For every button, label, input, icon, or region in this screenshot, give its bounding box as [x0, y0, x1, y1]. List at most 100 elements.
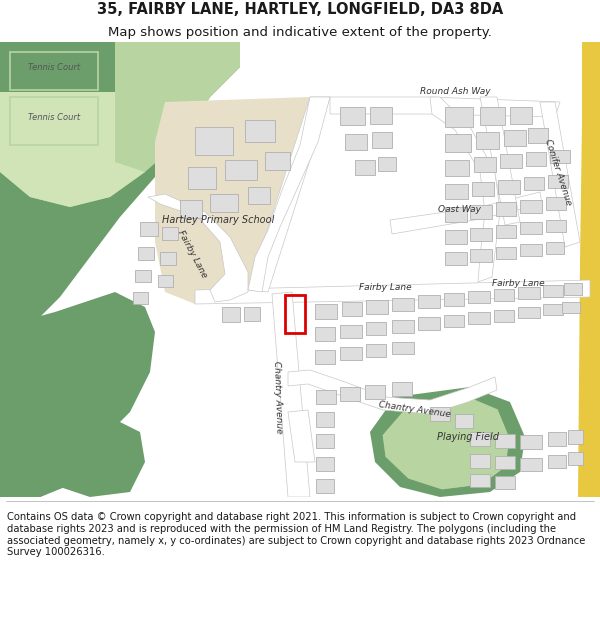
Bar	[342, 302, 362, 316]
Bar	[445, 207, 467, 222]
Bar	[495, 456, 515, 469]
Polygon shape	[248, 97, 330, 292]
Bar	[546, 197, 566, 210]
Text: Fairby Lane: Fairby Lane	[491, 279, 544, 289]
Bar	[222, 307, 240, 322]
Bar	[418, 295, 440, 308]
Bar	[315, 327, 335, 341]
Polygon shape	[288, 410, 315, 462]
Bar	[468, 291, 490, 303]
Bar	[316, 457, 334, 471]
Bar	[543, 285, 563, 297]
Bar	[568, 452, 583, 465]
Bar	[498, 180, 520, 194]
Bar	[392, 342, 414, 354]
Bar	[248, 187, 270, 204]
Bar	[494, 289, 514, 301]
Bar	[504, 130, 526, 146]
Bar	[470, 474, 490, 487]
Bar	[562, 302, 580, 313]
Bar	[470, 205, 492, 219]
Polygon shape	[540, 102, 580, 247]
Bar	[472, 182, 494, 196]
Bar	[524, 177, 544, 190]
Bar	[210, 194, 238, 212]
Bar	[444, 315, 464, 327]
Bar	[10, 97, 98, 145]
Bar	[445, 107, 473, 127]
Polygon shape	[370, 387, 525, 497]
Bar	[445, 252, 467, 265]
Bar	[455, 414, 473, 428]
Bar	[316, 390, 336, 404]
Bar	[445, 184, 468, 199]
Bar	[445, 134, 471, 152]
Polygon shape	[0, 42, 240, 207]
Bar	[495, 434, 515, 448]
Bar	[160, 252, 176, 265]
Bar	[494, 310, 514, 322]
Text: Map shows position and indicative extent of the property.: Map shows position and indicative extent…	[108, 26, 492, 39]
Bar	[550, 150, 570, 163]
Bar	[316, 412, 334, 427]
Bar	[366, 300, 388, 314]
Text: Contains OS data © Crown copyright and database right 2021. This information is : Contains OS data © Crown copyright and d…	[7, 512, 586, 557]
Bar	[564, 283, 582, 295]
Bar	[548, 455, 566, 468]
Text: Oast Way: Oast Way	[439, 206, 482, 214]
Bar	[518, 287, 540, 299]
Text: Chantry Avenue: Chantry Avenue	[379, 401, 452, 419]
Bar	[470, 249, 492, 262]
Bar	[392, 298, 414, 311]
Bar	[510, 107, 532, 124]
Text: Hartley Primary School: Hartley Primary School	[162, 215, 274, 225]
Bar	[445, 230, 467, 244]
Bar	[265, 152, 290, 170]
Text: Round Ash Way: Round Ash Way	[419, 88, 490, 96]
Bar	[470, 228, 492, 241]
Bar	[180, 200, 202, 218]
Polygon shape	[195, 280, 590, 304]
Bar	[500, 154, 522, 168]
Bar	[546, 242, 564, 254]
Bar	[548, 175, 568, 188]
Bar	[340, 347, 362, 360]
Bar	[418, 317, 440, 330]
Bar	[495, 476, 515, 489]
Bar	[548, 432, 566, 446]
Polygon shape	[578, 42, 600, 497]
Bar	[135, 270, 151, 282]
Bar	[496, 202, 516, 216]
Bar	[366, 322, 386, 335]
Polygon shape	[60, 417, 145, 497]
Text: Tennis Court: Tennis Court	[28, 62, 80, 71]
Bar	[158, 275, 173, 287]
Bar	[520, 222, 542, 234]
Bar	[365, 385, 385, 399]
Bar	[244, 307, 260, 321]
Polygon shape	[0, 397, 80, 497]
Text: Fairby Lane: Fairby Lane	[176, 229, 208, 279]
Bar	[444, 293, 464, 306]
Bar	[245, 120, 275, 142]
Polygon shape	[288, 370, 497, 414]
Bar	[470, 454, 490, 468]
Bar	[195, 127, 233, 155]
Bar	[133, 292, 148, 304]
Polygon shape	[0, 42, 240, 352]
Bar	[468, 312, 490, 324]
Polygon shape	[155, 97, 310, 304]
Bar	[520, 200, 542, 213]
Polygon shape	[480, 97, 520, 225]
Bar	[526, 152, 546, 166]
Bar	[518, 307, 540, 318]
Polygon shape	[248, 97, 330, 292]
Bar	[138, 247, 154, 260]
Bar	[345, 134, 367, 150]
Text: Conifer Avenue: Conifer Avenue	[543, 138, 573, 206]
Text: 35, FAIRBY LANE, HARTLEY, LONGFIELD, DA3 8DA: 35, FAIRBY LANE, HARTLEY, LONGFIELD, DA3…	[97, 2, 503, 17]
Bar	[370, 107, 392, 124]
Bar	[372, 132, 392, 148]
Bar	[528, 128, 548, 143]
Text: Tennis Court: Tennis Court	[28, 112, 80, 121]
